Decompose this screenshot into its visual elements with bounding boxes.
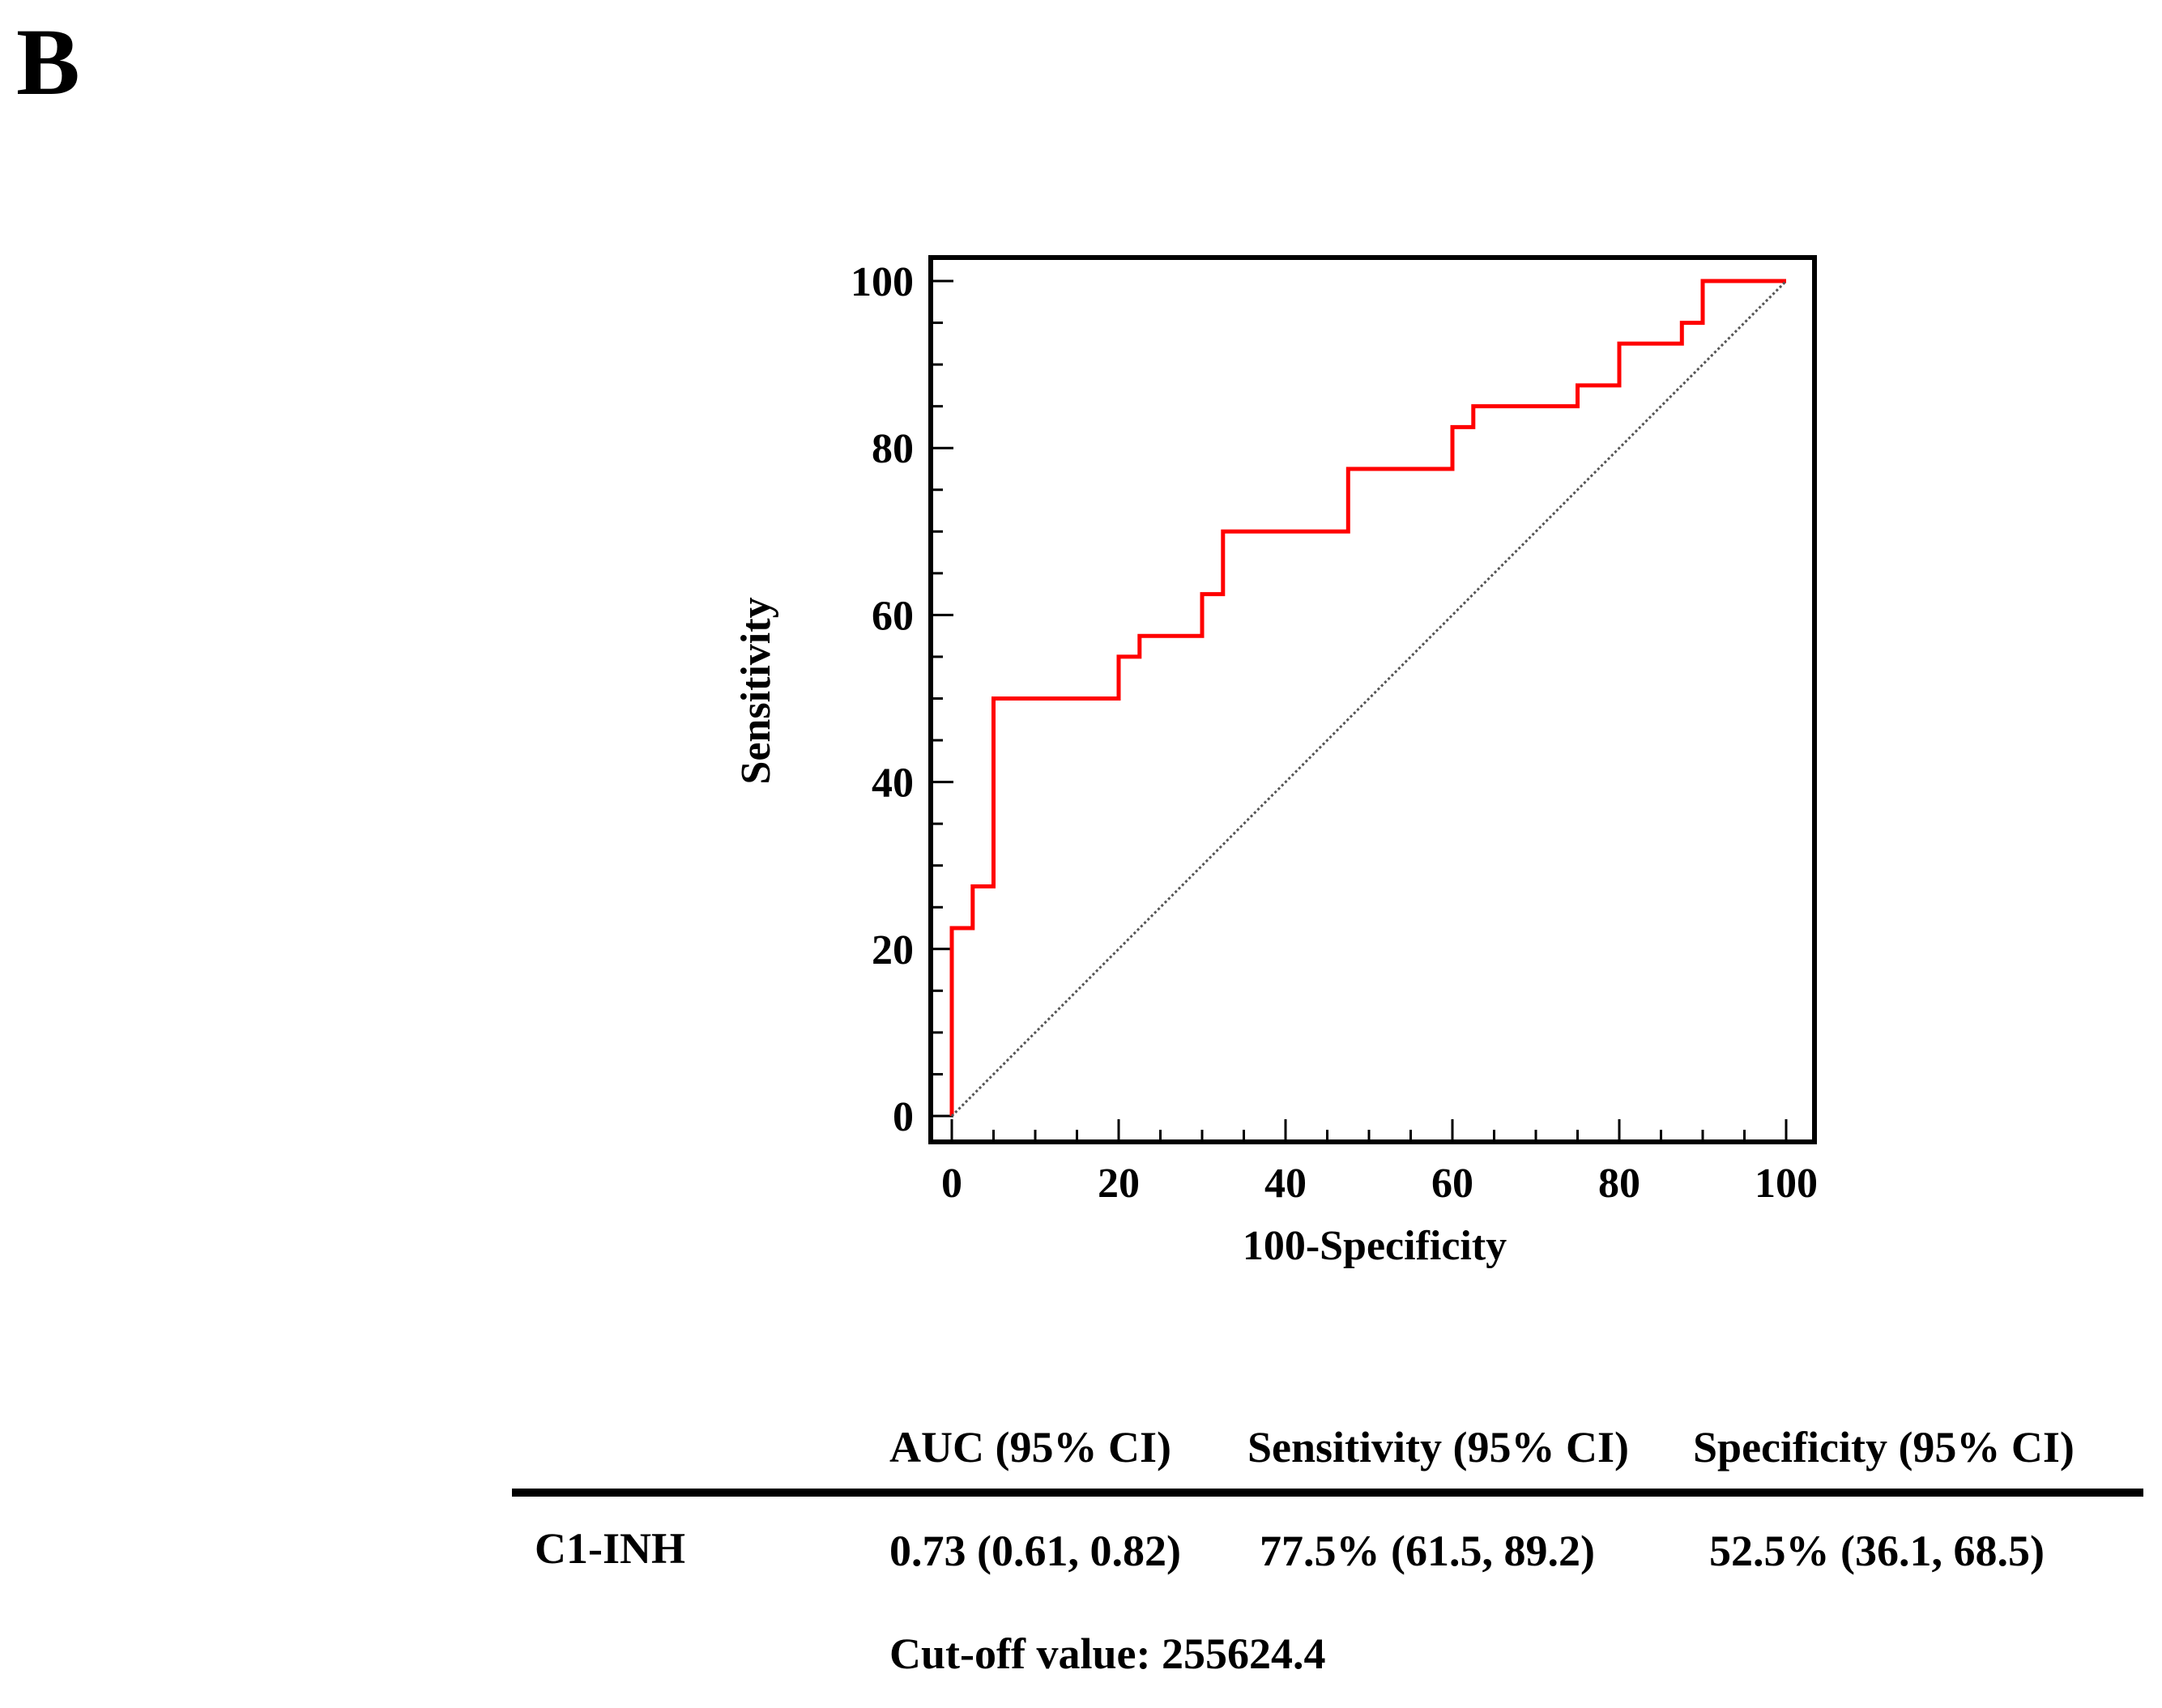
table-header-specificity: Specificity (95% CI) <box>1693 1423 2075 1472</box>
table-rule <box>512 1489 2143 1497</box>
table-header-sensitivity: Sensitivity (95% CI) <box>1247 1423 1629 1472</box>
y-axis-title: Sensitivity <box>733 597 779 784</box>
x-tick-label: 80 <box>1598 1161 1640 1207</box>
x-tick-label: 100 <box>1755 1161 1818 1207</box>
x-tick-label: 20 <box>1098 1161 1140 1207</box>
x-tick-label: 0 <box>941 1161 962 1207</box>
table-header-auc: AUC (95% CI) <box>889 1423 1171 1472</box>
y-tick-label: 80 <box>872 426 914 472</box>
roc-curve-line <box>949 279 1786 1116</box>
reference-diagonal-line <box>950 279 1788 1118</box>
table-row-label: C1-INH <box>535 1524 685 1573</box>
y-tick-label: 0 <box>893 1094 914 1140</box>
x-tick-label: 40 <box>1264 1161 1307 1207</box>
x-axis-title: 100-Specificity <box>1243 1223 1507 1269</box>
axis-ticks <box>931 279 1788 1142</box>
table-cell-auc: 0.73 (0.61, 0.82) <box>889 1527 1181 1575</box>
y-tick-label: 60 <box>872 593 914 639</box>
y-tick-label: 40 <box>872 760 914 807</box>
table-cell-specificity: 52.5% (36.1, 68.5) <box>1709 1527 2045 1575</box>
y-tick-label: 100 <box>851 259 914 305</box>
tick-labels: 0 20 40 60 80 100 0 20 40 60 80 100 <box>851 259 1818 1207</box>
x-tick-label: 60 <box>1431 1161 1473 1207</box>
cutoff-value: Cut-off value: 255624.4 <box>889 1629 1326 1678</box>
y-tick-label: 20 <box>872 927 914 973</box>
panel-label: B <box>16 9 80 115</box>
plot-lines <box>949 279 1788 1118</box>
table-cell-sensitivity: 77.5% (61.5, 89.2) <box>1260 1527 1595 1575</box>
